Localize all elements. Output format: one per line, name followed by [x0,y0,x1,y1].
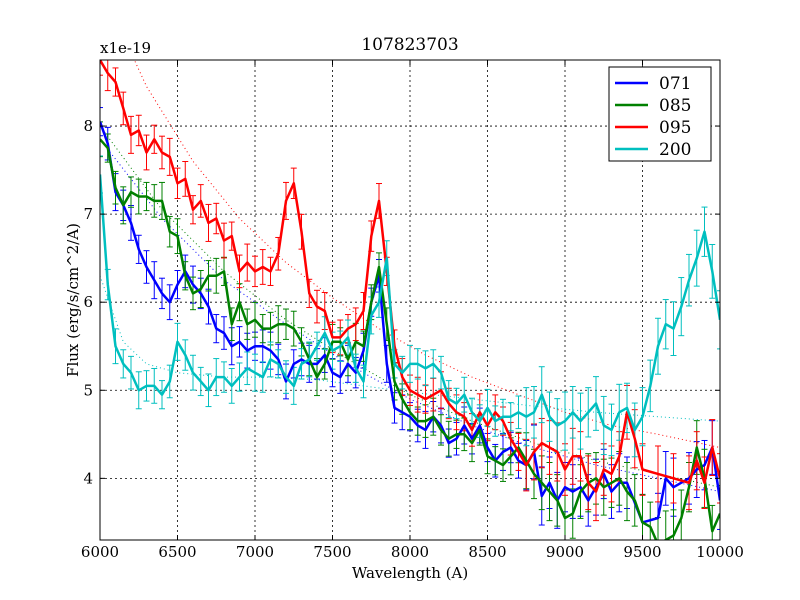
series-line-085 [100,138,720,540]
x-tick-label: 6500 [158,543,196,561]
x-tick-label: 10000 [696,543,744,561]
x-tick-label: 7500 [313,543,351,561]
y-tick-label: 5 [83,381,93,399]
x-tick-label: 8500 [468,543,506,561]
y-axis-label: Flux (erg/s/cm^2/A) [64,223,82,377]
y-tick-label: 6 [83,293,93,311]
chart-title: 107823703 [361,35,458,55]
x-tick-label: 7000 [236,543,274,561]
model-curve-200-model [100,275,720,422]
y-tick-label: 8 [83,117,93,135]
x-tick-label: 8000 [391,543,429,561]
series-lines [100,60,720,540]
x-tick-label: 9000 [546,543,584,561]
series-line-095 [100,60,720,493]
legend-label-200: 200 [659,140,691,160]
ticks: 6000 6500 7000 7500 8000 8500 9000 9500 10000 4 5 6… [81,60,744,561]
y-tick-label: 7 [83,205,93,223]
legend-label-071: 071 [659,74,691,94]
series-line-200 [100,174,720,432]
legend-label-095: 095 [659,118,691,138]
x-tick-label: 6000 [81,543,119,561]
x-tick-label: 9500 [623,543,661,561]
legend-label-085: 085 [659,96,691,116]
offset-text: x1e-19 [100,39,151,57]
y-tick-label: 4 [83,469,93,487]
x-axis-label: Wavelength (A) [352,564,468,582]
